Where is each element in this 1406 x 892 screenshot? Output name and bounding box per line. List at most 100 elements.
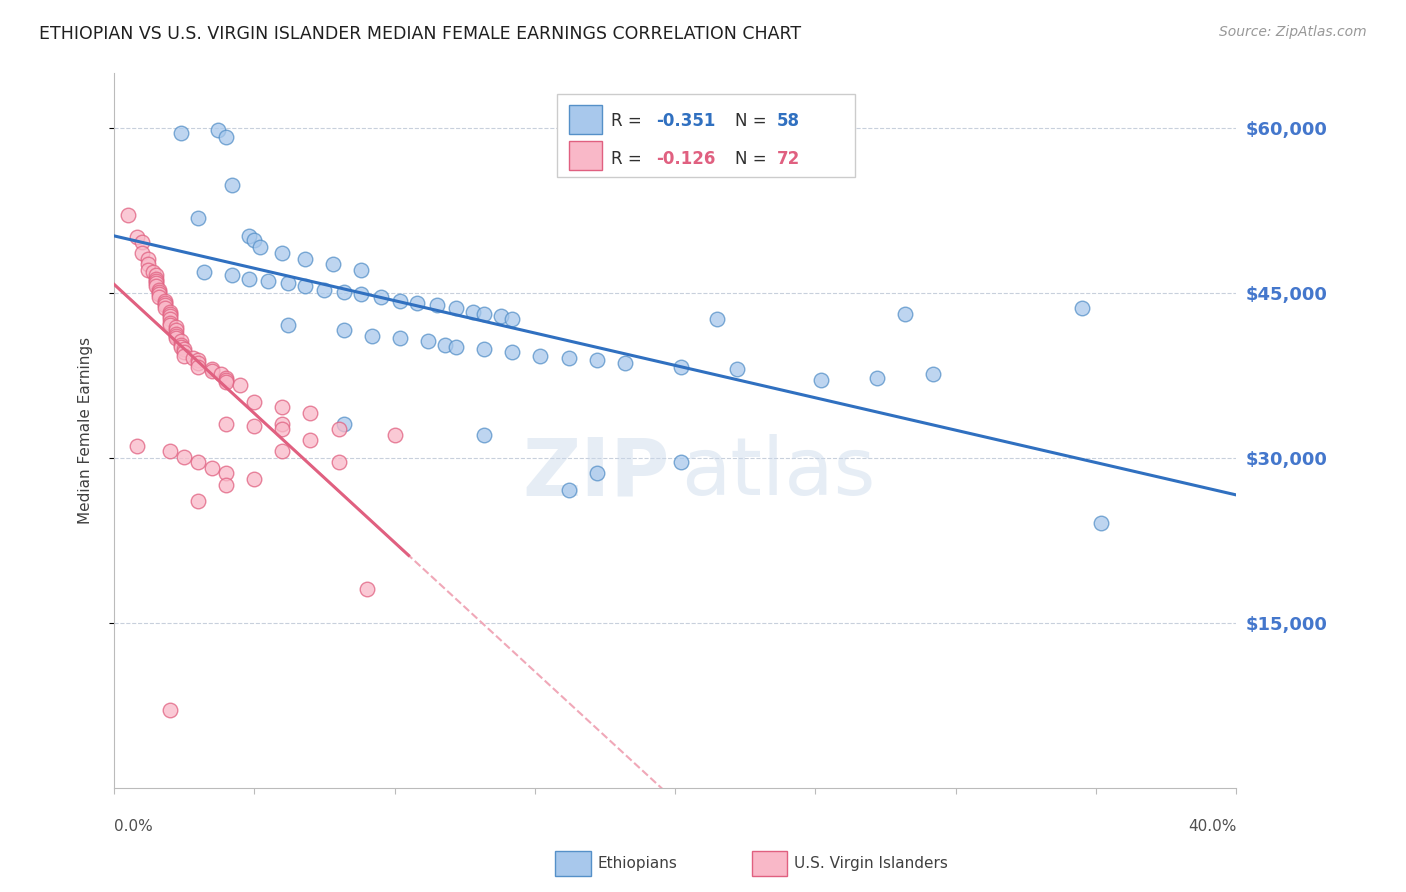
Point bbox=[215, 467, 238, 481]
Point bbox=[117, 208, 139, 222]
Text: atlas: atlas bbox=[681, 434, 875, 513]
Point bbox=[725, 362, 748, 376]
Point bbox=[333, 417, 356, 431]
Point bbox=[165, 329, 187, 343]
Point bbox=[434, 338, 457, 352]
Point bbox=[148, 287, 170, 301]
Point bbox=[613, 356, 636, 370]
Point bbox=[1070, 301, 1092, 316]
Point bbox=[187, 353, 209, 368]
Point bbox=[201, 364, 224, 378]
Point bbox=[243, 419, 266, 434]
Point bbox=[474, 307, 496, 321]
Point bbox=[215, 417, 238, 431]
Point bbox=[187, 494, 209, 508]
Point bbox=[173, 342, 195, 356]
Point bbox=[221, 268, 243, 283]
Point bbox=[389, 331, 412, 345]
Point bbox=[173, 349, 195, 363]
Point bbox=[136, 257, 159, 271]
Point bbox=[215, 375, 238, 389]
Point bbox=[170, 340, 193, 354]
Point bbox=[243, 472, 266, 486]
Point bbox=[173, 345, 195, 359]
Point bbox=[136, 252, 159, 266]
Text: 0.0%: 0.0% bbox=[114, 819, 153, 834]
Point bbox=[153, 296, 176, 310]
Point bbox=[706, 312, 728, 326]
Point bbox=[271, 422, 294, 436]
Point bbox=[229, 378, 252, 392]
Point bbox=[238, 271, 260, 285]
Point bbox=[159, 312, 181, 326]
Point bbox=[299, 406, 322, 420]
Point bbox=[221, 178, 243, 193]
Point bbox=[131, 235, 153, 250]
FancyBboxPatch shape bbox=[568, 105, 602, 134]
Point bbox=[361, 329, 384, 343]
Point bbox=[299, 434, 322, 448]
FancyBboxPatch shape bbox=[557, 95, 855, 177]
Point bbox=[142, 265, 165, 279]
Point bbox=[165, 323, 187, 337]
Point bbox=[384, 428, 406, 442]
Point bbox=[187, 455, 209, 469]
Point bbox=[148, 285, 170, 299]
Point bbox=[125, 439, 148, 453]
Point bbox=[406, 296, 429, 310]
Point bbox=[159, 316, 181, 330]
Text: 40.0%: 40.0% bbox=[1188, 819, 1236, 834]
Point bbox=[153, 298, 176, 312]
Point bbox=[170, 127, 193, 141]
Point bbox=[209, 368, 232, 382]
Point bbox=[145, 279, 167, 293]
Point bbox=[148, 290, 170, 304]
Point bbox=[165, 331, 187, 345]
Point bbox=[257, 274, 280, 288]
Point bbox=[201, 362, 224, 376]
Point bbox=[165, 320, 187, 334]
Point bbox=[215, 371, 238, 385]
Point bbox=[159, 307, 181, 321]
Point bbox=[136, 263, 159, 277]
Point bbox=[333, 323, 356, 337]
Text: -0.126: -0.126 bbox=[657, 150, 716, 168]
Point bbox=[314, 283, 336, 297]
Point bbox=[418, 334, 440, 349]
Point bbox=[215, 477, 238, 491]
Point bbox=[585, 467, 607, 481]
Point bbox=[207, 123, 229, 137]
Point bbox=[159, 703, 181, 717]
Text: 72: 72 bbox=[778, 150, 800, 168]
Point bbox=[557, 351, 579, 365]
Point bbox=[145, 268, 167, 283]
Point bbox=[389, 293, 412, 308]
Point bbox=[866, 371, 889, 385]
Point bbox=[277, 318, 299, 332]
Text: -0.351: -0.351 bbox=[657, 112, 716, 130]
Point bbox=[1090, 516, 1112, 530]
Point bbox=[271, 444, 294, 458]
Point bbox=[922, 368, 945, 382]
Point bbox=[328, 455, 350, 469]
Point bbox=[238, 228, 260, 243]
Point bbox=[894, 307, 917, 321]
Point bbox=[170, 334, 193, 349]
Point bbox=[145, 276, 167, 290]
Point bbox=[271, 246, 294, 260]
Point bbox=[557, 483, 579, 497]
Point bbox=[215, 129, 238, 144]
Point bbox=[501, 345, 523, 359]
Text: R =: R = bbox=[612, 150, 647, 168]
Point bbox=[187, 359, 209, 374]
Point bbox=[350, 287, 373, 301]
Point bbox=[243, 395, 266, 409]
Point bbox=[215, 373, 238, 387]
Point bbox=[277, 276, 299, 290]
Point bbox=[153, 293, 176, 308]
Point bbox=[328, 422, 350, 436]
Point bbox=[271, 417, 294, 431]
Point bbox=[153, 301, 176, 316]
Point bbox=[159, 304, 181, 318]
Point bbox=[249, 240, 271, 254]
